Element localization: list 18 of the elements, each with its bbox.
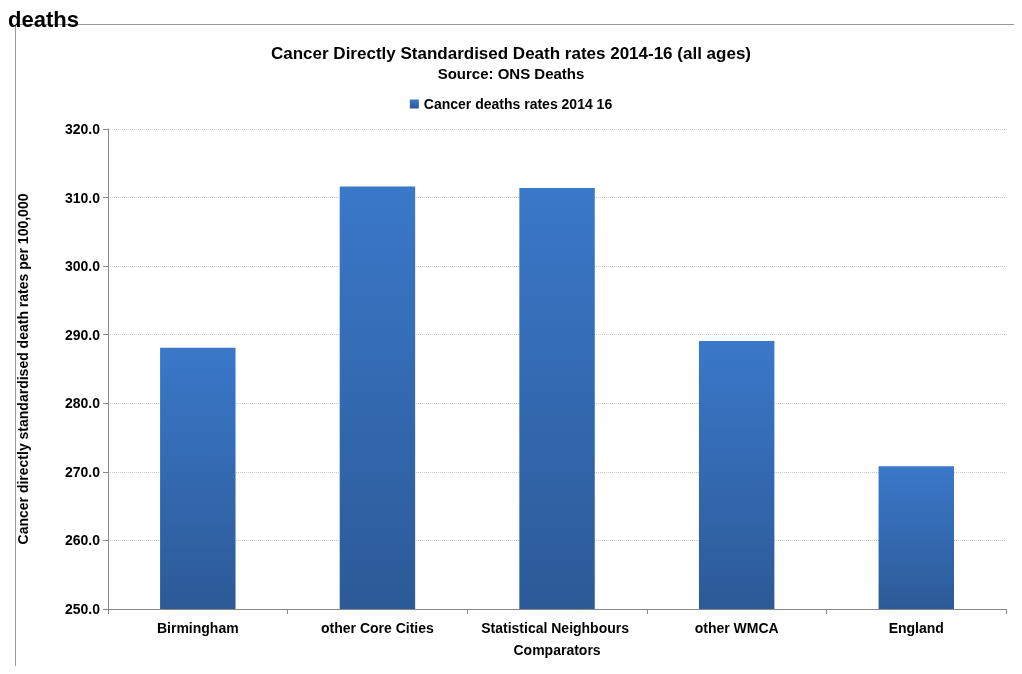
legend-label: Cancer deaths rates 2014 16 [423,96,613,112]
y-tick-label: 270.0 [64,463,101,480]
y-tick-label: 310.0 [64,189,101,206]
y-tick-label: 300.0 [64,258,101,275]
text: deaths [8,6,79,32]
x-tick-label: England [888,620,944,636]
chart-title: Cancer Directly Standardised Death rates 2014-16 (all ages) [271,44,751,63]
y-axis-title: Cancer directly standardised death rates per 100,000 [15,193,31,545]
chart-subtitle: Source: ONS Deaths [437,65,585,82]
y-tick-label: 260.0 [64,532,101,549]
x-tick-label: Birmingham [156,620,239,636]
y-tick-label: 320.0 [64,121,101,137]
y-tick-label: 250.0 [64,601,101,617]
y-tick-label: 280.0 [64,395,101,412]
y-tick-label: 290.0 [64,326,101,343]
x-tick-label: other WMCA [694,620,779,636]
x-tick-label: other Core Cities [321,620,435,636]
x-tick-label: Statistical Neighbours Comparators [481,620,633,658]
